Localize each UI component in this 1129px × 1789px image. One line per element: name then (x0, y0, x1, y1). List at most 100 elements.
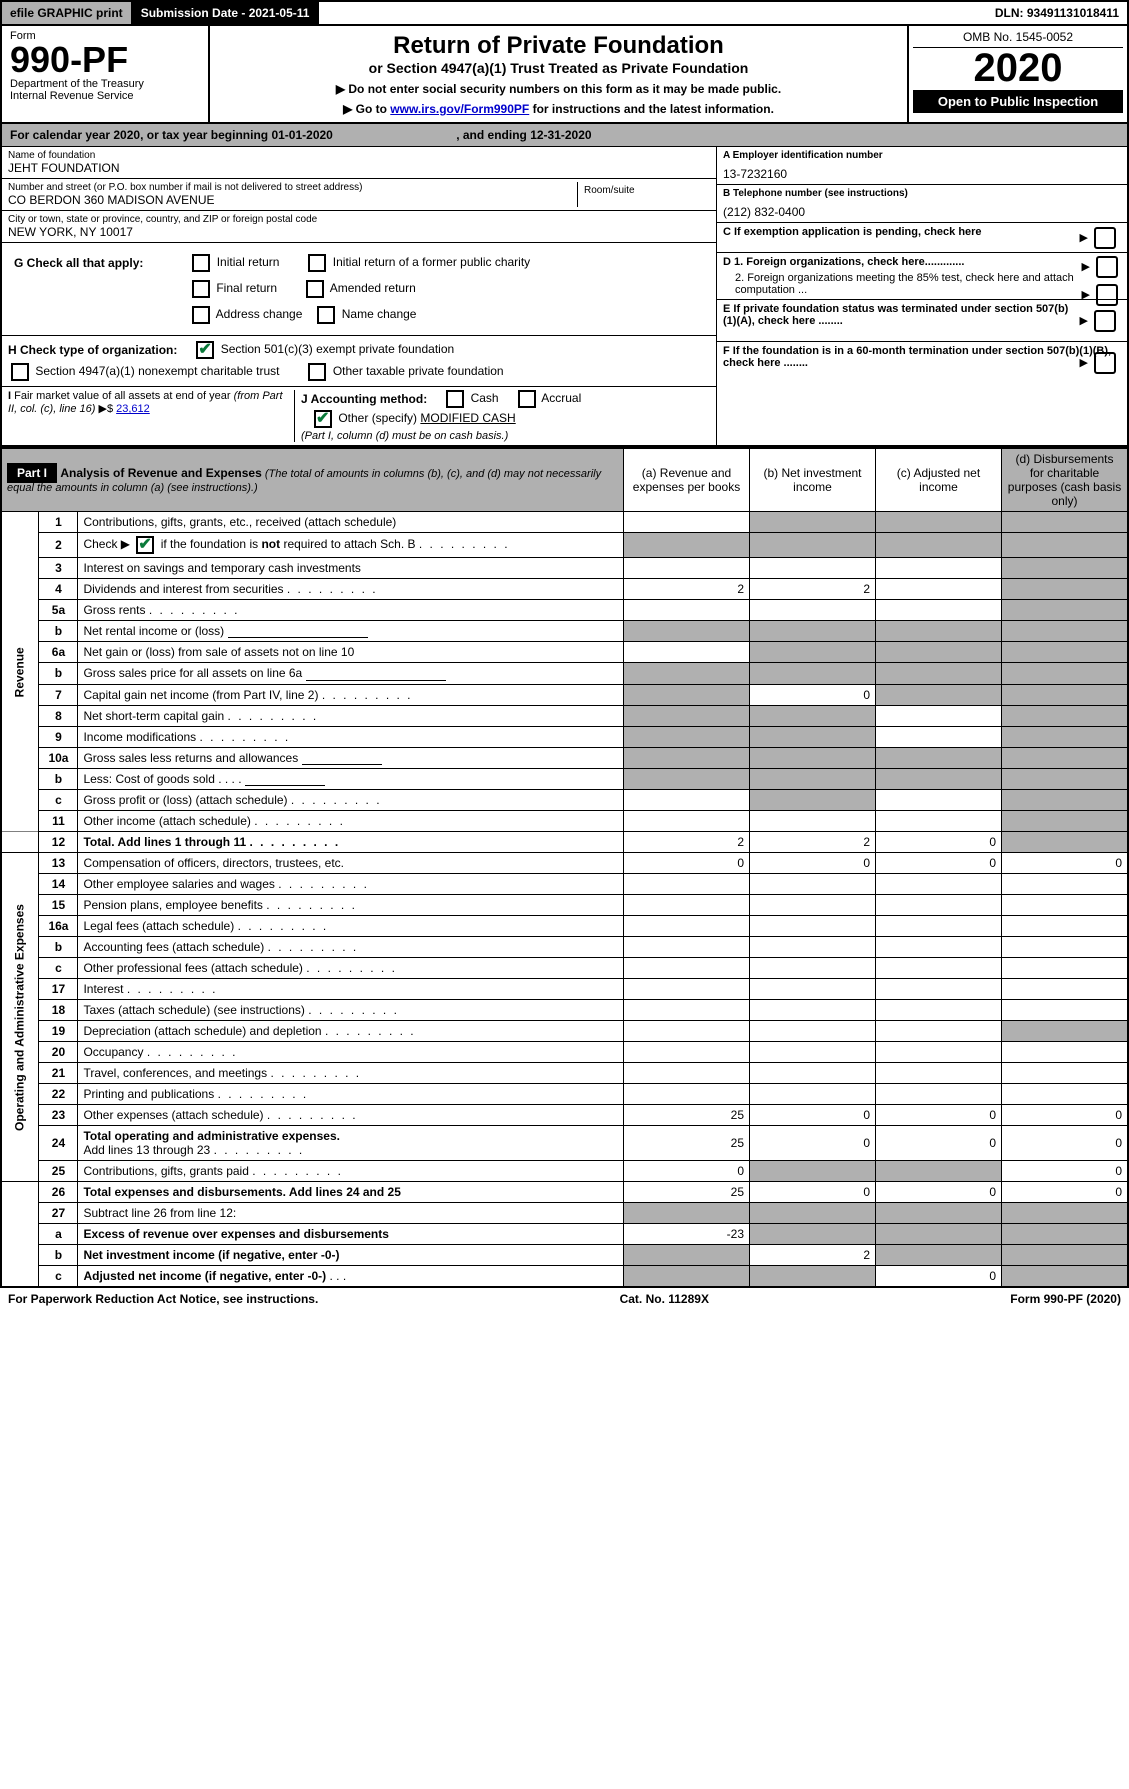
footer-right: Form 990-PF (2020) (1010, 1292, 1121, 1306)
line27: Subtract line 26 from line 12: (78, 1203, 624, 1224)
room-label: Room/suite (584, 185, 704, 196)
j-label: J Accounting method: (301, 392, 427, 406)
line8: Net short-term capital gain (78, 705, 624, 726)
foundation-city: NEW YORK, NY 10017 (8, 225, 710, 239)
line16b: Accounting fees (attach schedule) (78, 937, 624, 958)
cb-initial-return[interactable] (192, 254, 210, 272)
cb-foreign-org[interactable] (1096, 256, 1118, 278)
d2-label: 2. Foreign organizations meeting the 85%… (735, 272, 1074, 296)
name-label: Name of foundation (8, 150, 710, 161)
cb-schb[interactable] (136, 536, 154, 554)
col-d-header: (d) Disbursements for charitable purpose… (1002, 448, 1129, 512)
footer: For Paperwork Reduction Act Notice, see … (0, 1288, 1129, 1310)
line6a: Net gain or (loss) from sale of assets n… (78, 642, 624, 663)
line23: Other expenses (attach schedule) (78, 1105, 624, 1126)
l4b: 2 (750, 579, 876, 600)
l12c: 0 (876, 832, 1002, 853)
i-value[interactable]: 23,612 (116, 403, 150, 415)
e-cell: E If private foundation status was termi… (717, 300, 1127, 342)
j-cash: Cash (471, 391, 499, 405)
phone-cell: B Telephone number (see instructions) (2… (717, 185, 1127, 223)
cb-4947a1[interactable] (11, 363, 29, 381)
line17: Interest (78, 979, 624, 1000)
j-accrual: Accrual (541, 391, 581, 405)
l23c: 0 (876, 1105, 1002, 1126)
line7: Capital gain net income (from Part IV, l… (78, 684, 624, 705)
line16a: Legal fees (attach schedule) (78, 916, 624, 937)
submission-date: Submission Date - 2021-05-11 (133, 2, 320, 24)
cb-accrual[interactable] (518, 390, 536, 408)
h-opt3: Other taxable private foundation (333, 364, 504, 378)
h-opt1: Section 501(c)(3) exempt private foundat… (221, 342, 454, 356)
cb-cash[interactable] (446, 390, 464, 408)
l23b: 0 (750, 1105, 876, 1126)
note2-pre: ▶ Go to (343, 102, 390, 116)
part1-header-row: Part I Analysis of Revenue and Expenses … (1, 448, 1128, 512)
j-other-pre: Other (specify) (338, 411, 420, 425)
l27cc: 0 (876, 1266, 1002, 1288)
g-opt1: Initial return of a former public charit… (333, 255, 530, 269)
cb-name-change[interactable] (317, 306, 335, 324)
line5b: Net rental income or (loss) (78, 621, 624, 642)
l13c: 0 (876, 853, 1002, 874)
line4: Dividends and interest from securities (78, 579, 624, 600)
l26d: 0 (1002, 1182, 1129, 1203)
cb-other-taxable[interactable] (308, 363, 326, 381)
c-cell: C If exemption application is pending, c… (717, 223, 1127, 253)
j-other-val: MODIFIED CASH (420, 411, 515, 425)
cb-exemption-pending[interactable] (1094, 227, 1116, 249)
e-label: E If private foundation status was termi… (723, 303, 1068, 327)
line16c: Other professional fees (attach schedule… (78, 958, 624, 979)
l23d: 0 (1002, 1105, 1129, 1126)
l24a: 25 (624, 1126, 750, 1161)
g-opt3: Amended return (330, 281, 416, 295)
dept-label: Department of the Treasury (10, 78, 200, 90)
part1-table: Part I Analysis of Revenue and Expenses … (0, 447, 1129, 1288)
irs-link[interactable]: www.irs.gov/Form990PF (390, 102, 529, 116)
calendar-row: For calendar year 2020, or tax year begi… (0, 124, 1129, 147)
addr-cell: Number and street (or P.O. box number if… (2, 179, 716, 211)
name-cell: Name of foundation JEHT FOUNDATION (2, 147, 716, 179)
revenue-vlabel: Revenue (1, 512, 39, 832)
part1-label: Part I (7, 463, 57, 483)
f-cell: F If the foundation is in a 60-month ter… (717, 342, 1127, 383)
header-left: Form 990-PF Department of the Treasury I… (2, 26, 210, 122)
h-opt2: Section 4947(a)(1) nonexempt charitable … (35, 364, 279, 378)
l13b: 0 (750, 853, 876, 874)
cb-final-return[interactable] (192, 280, 210, 298)
l24d: 0 (1002, 1126, 1129, 1161)
l13d: 0 (1002, 853, 1129, 874)
l13a: 0 (624, 853, 750, 874)
line6b: Gross sales price for all assets on line… (78, 663, 624, 684)
form-subtitle: or Section 4947(a)(1) Trust Treated as P… (216, 60, 901, 76)
line9: Income modifications (78, 726, 624, 747)
cb-initial-former[interactable] (308, 254, 326, 272)
cb-60month[interactable] (1094, 352, 1116, 374)
col-b-header: (b) Net investment income (750, 448, 876, 512)
line21: Travel, conferences, and meetings (78, 1063, 624, 1084)
header-center: Return of Private Foundation or Section … (210, 26, 907, 122)
spacer (319, 2, 986, 24)
efile-label: efile GRAPHIC print (2, 2, 133, 24)
dln-label: DLN: 93491131018411 (987, 2, 1127, 24)
cal-pre: For calendar year 2020, or tax year begi… (10, 128, 271, 142)
line19: Depreciation (attach schedule) and deple… (78, 1021, 624, 1042)
city-cell: City or town, state or province, country… (2, 211, 716, 243)
d1-label: D 1. Foreign organizations, check here..… (723, 256, 964, 268)
l25d: 0 (1002, 1161, 1129, 1182)
cb-other-method[interactable] (314, 410, 332, 428)
cb-address-change[interactable] (192, 306, 210, 324)
cb-501c3[interactable] (196, 341, 214, 359)
cb-terminated[interactable] (1094, 310, 1116, 332)
ein-value: 13-7232160 (723, 161, 1121, 181)
g-opt4: Address change (216, 307, 303, 321)
cb-amended[interactable] (306, 280, 324, 298)
form-note2: ▶ Go to www.irs.gov/Form990PF for instru… (216, 102, 901, 116)
foundation-name: JEHT FOUNDATION (8, 161, 710, 175)
cal-mid: , and ending (456, 128, 530, 142)
room-col: Room/suite (577, 182, 710, 207)
g-row: G Check all that apply: Initial return I… (2, 243, 716, 336)
line15: Pension plans, employee benefits (78, 895, 624, 916)
l23a: 25 (624, 1105, 750, 1126)
c-label: C If exemption application is pending, c… (723, 226, 982, 238)
